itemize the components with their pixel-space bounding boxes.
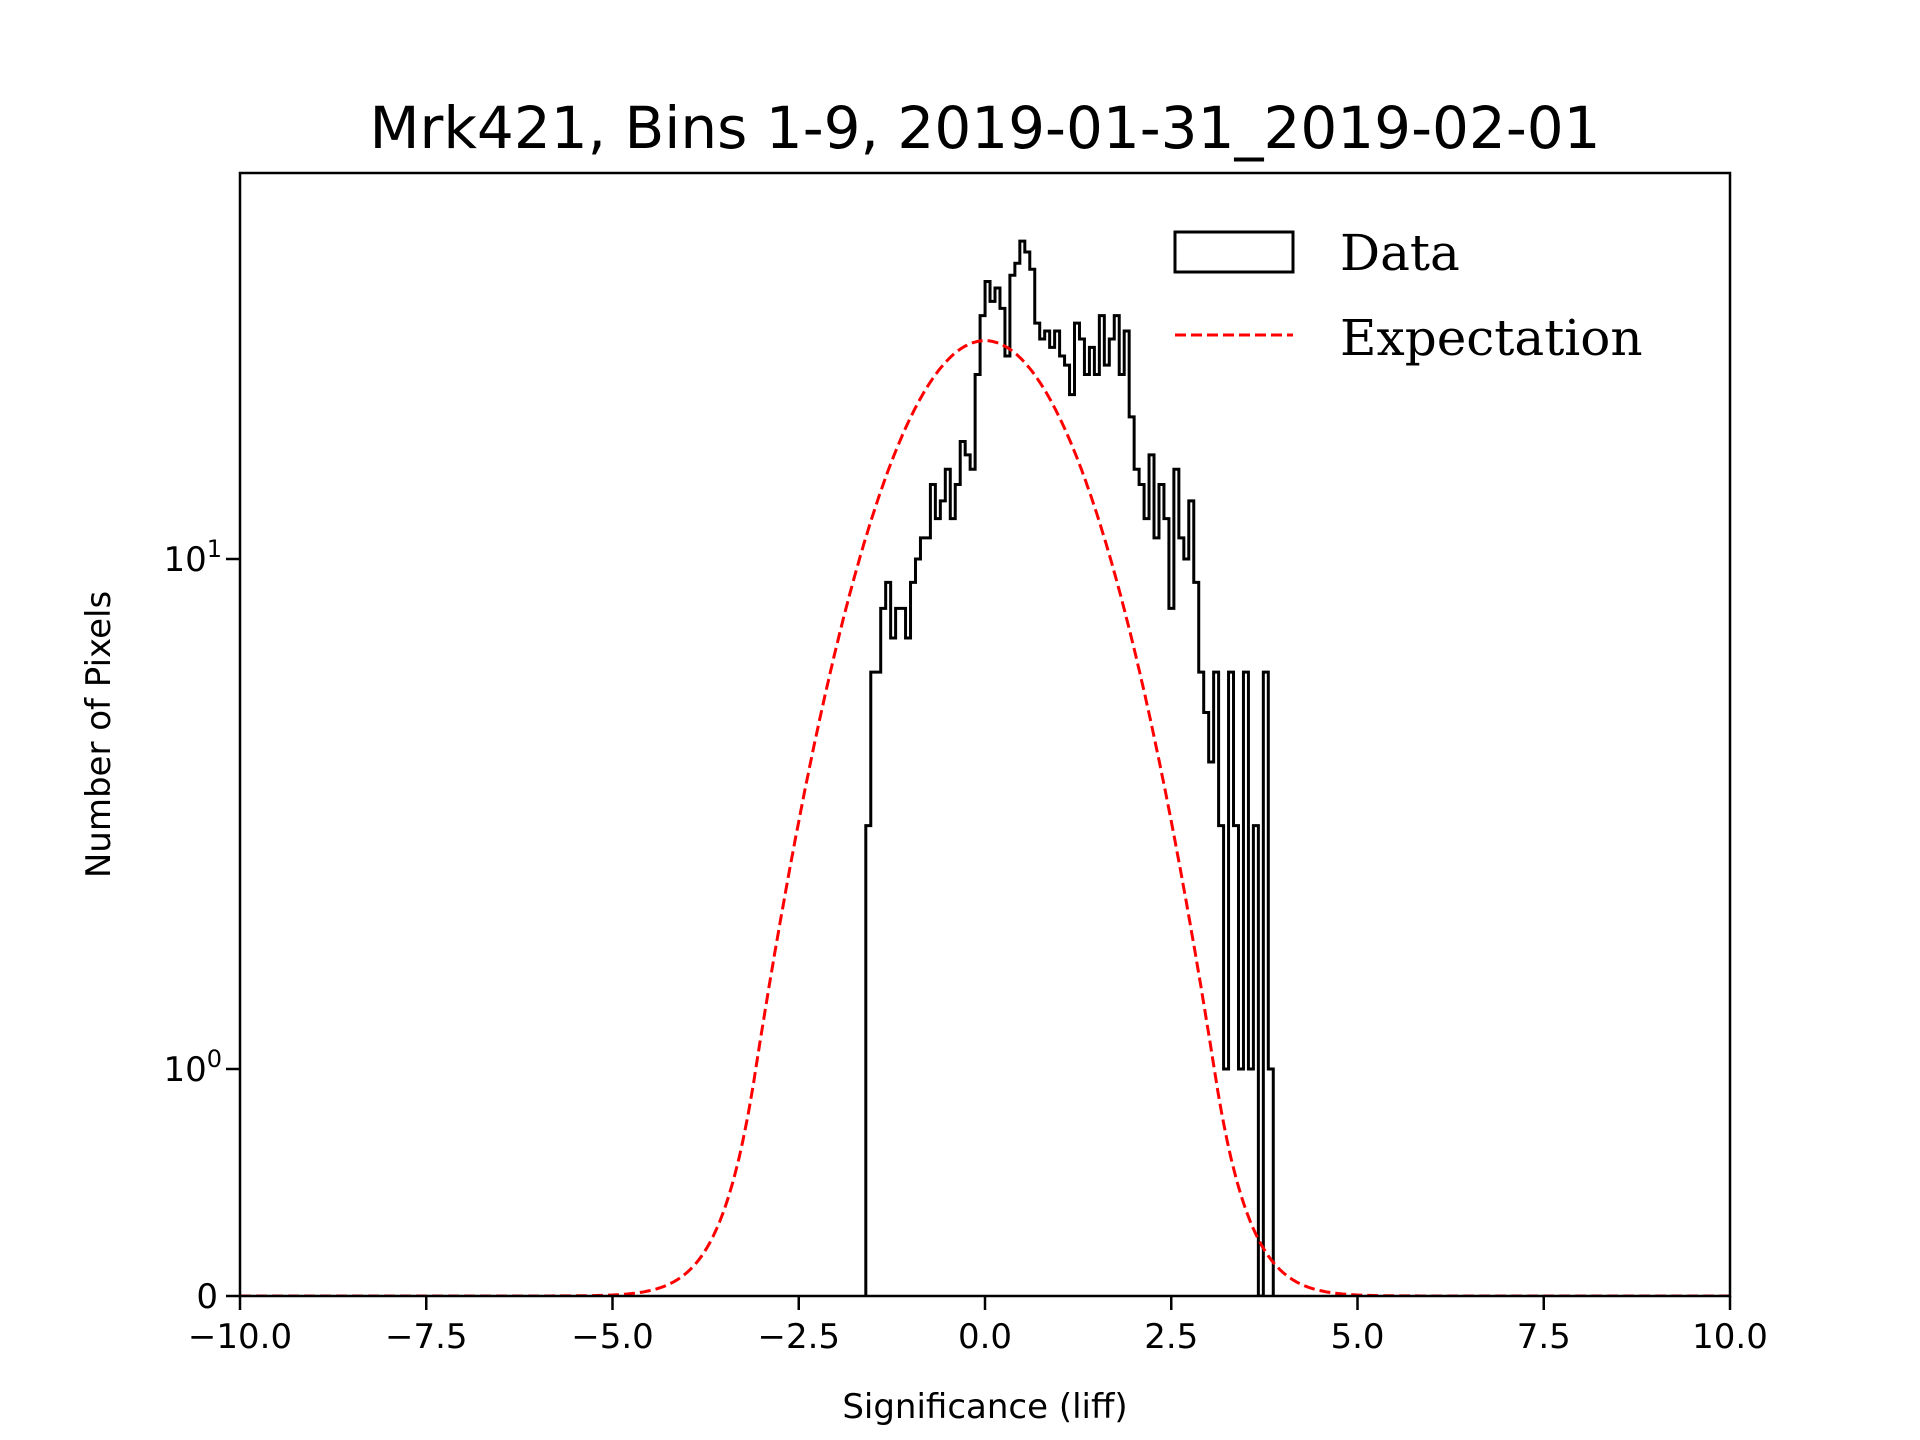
y-axis-label: Number of Pixels xyxy=(79,591,119,878)
plot-area xyxy=(240,239,1730,1296)
x-tick-label: 5.0 xyxy=(1330,1317,1384,1357)
x-tick-label: 0.0 xyxy=(958,1317,1012,1357)
x-tick-label: −7.5 xyxy=(385,1317,468,1357)
expectation-curve xyxy=(240,339,1730,1296)
chart-title: Mrk421, Bins 1-9, 2019-01-31_2019-02-01 xyxy=(369,94,1600,162)
x-tick-label: 2.5 xyxy=(1144,1317,1198,1357)
x-tick-label: −10.0 xyxy=(188,1317,292,1357)
x-tick-label: 10.0 xyxy=(1692,1317,1768,1357)
legend: Data Expectation xyxy=(1173,224,1643,367)
x-axis-ticks: −10.0 −7.5 −5.0 −2.5 0.0 2.5 5.0 7.5 10.0 xyxy=(188,1296,1768,1357)
x-axis-label: Significance (liff) xyxy=(842,1387,1127,1427)
legend-data-swatch xyxy=(1173,230,1295,274)
y-axis-ticks: 0 100 101 xyxy=(163,535,240,1317)
legend-expectation-label: Expectation xyxy=(1340,309,1643,367)
x-tick-label: −5.0 xyxy=(571,1317,654,1357)
y-tick-label: 101 xyxy=(163,535,222,580)
legend-data-label: Data xyxy=(1340,224,1460,282)
x-tick-label: 7.5 xyxy=(1517,1317,1571,1357)
x-tick-label: −2.5 xyxy=(757,1317,840,1357)
y-tick-label: 100 xyxy=(163,1045,222,1090)
data-histogram-step xyxy=(864,239,1275,1296)
axes-frame xyxy=(238,171,1732,1298)
y-tick-label: 0 xyxy=(196,1277,218,1317)
